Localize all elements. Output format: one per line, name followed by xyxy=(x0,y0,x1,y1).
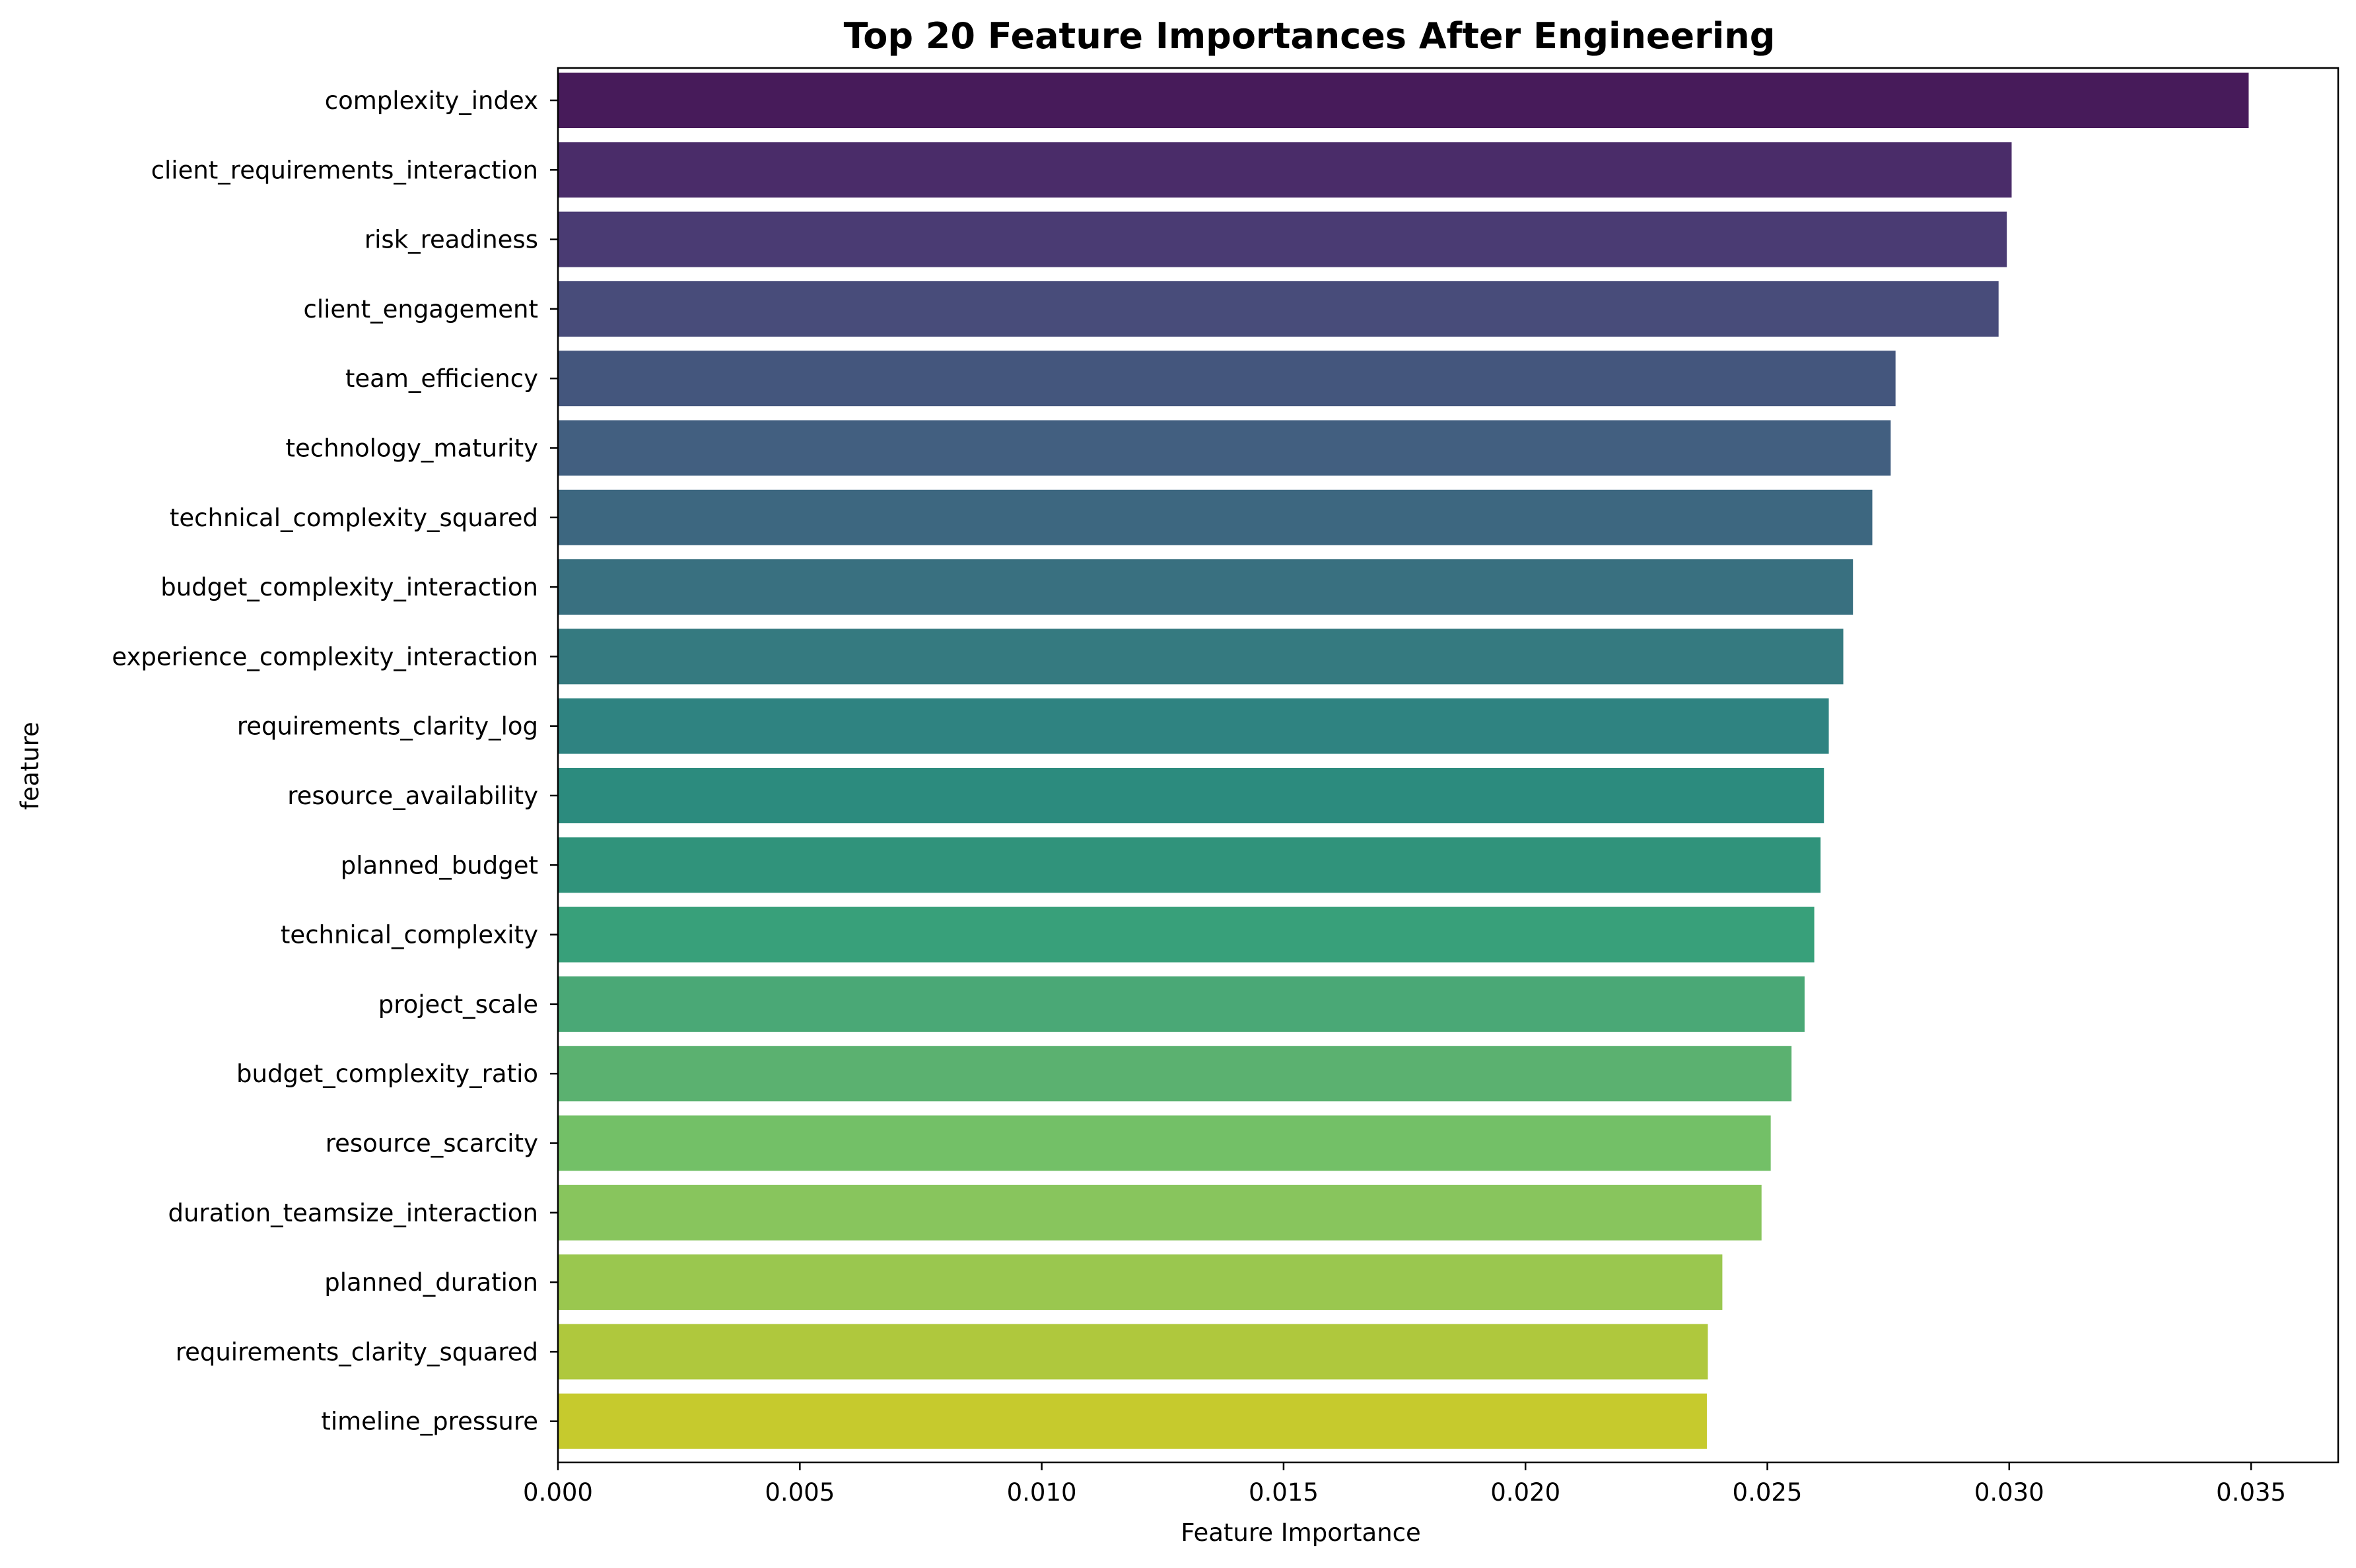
bar-budget_complexity_ratio xyxy=(558,1046,1792,1102)
x-tick-label: 0.015 xyxy=(1249,1478,1319,1507)
plot-frame xyxy=(557,67,2339,1464)
y-tick-label: timeline_pressure xyxy=(321,1408,538,1436)
y-tick-label: client_engagement xyxy=(303,295,538,324)
y-tick-label: resource_availability xyxy=(287,782,538,810)
y-tick-label: technical_complexity xyxy=(281,921,538,949)
bar-planned_budget xyxy=(558,837,1821,893)
bars-layer xyxy=(558,73,2249,1449)
bar-risk_readiness xyxy=(558,211,2007,267)
y-tick-label: technology_maturity xyxy=(285,434,538,463)
y-tick-label: complexity_index xyxy=(325,86,538,115)
bar-technical_complexity xyxy=(558,906,1815,963)
y-tick-label: duration_teamsize_interaction xyxy=(168,1199,538,1227)
bar-client_engagement xyxy=(558,281,1999,337)
bar-requirements_clarity_log xyxy=(558,698,1829,754)
y-tick-label: planned_budget xyxy=(341,851,538,879)
bar-resource_availability xyxy=(558,768,1824,823)
bar-technical_complexity_squared xyxy=(558,489,1873,545)
y-tick-label: budget_complexity_ratio xyxy=(236,1060,538,1088)
y-tick-label: team_efficiency xyxy=(345,364,538,393)
x-tick-label: 0.025 xyxy=(1733,1478,1803,1507)
y-tick-label: resource_scarcity xyxy=(326,1130,538,1158)
y-tick-label: risk_readiness xyxy=(364,226,538,254)
y-tick-label: client_requirements_interaction xyxy=(151,156,538,184)
bar-requirements_clarity_squared xyxy=(558,1324,1708,1380)
y-tick-label: experience_complexity_interaction xyxy=(112,642,538,671)
bar-budget_complexity_interaction xyxy=(558,559,1854,615)
y-tick-label: technical_complexity_squared xyxy=(170,504,538,532)
y-tick-label: planned_duration xyxy=(324,1268,538,1297)
y-tick-label: requirements_clarity_squared xyxy=(176,1338,538,1366)
x-tick-label: 0.010 xyxy=(1007,1478,1077,1507)
x-tick-label: 0.030 xyxy=(1974,1478,2044,1507)
x-tick-label: 0.000 xyxy=(523,1478,593,1507)
bar-planned_duration xyxy=(558,1254,1723,1311)
y-tick-label: project_scale xyxy=(378,990,538,1019)
x-axis-label: Feature Importance xyxy=(1181,1518,1421,1547)
bar-resource_scarcity xyxy=(558,1115,1771,1171)
bar-client_requirements_interaction xyxy=(558,142,2012,198)
bar-experience_complexity_interaction xyxy=(558,629,1844,685)
x-axis-ticks: 0.000 0.005 0.010 0.015 0.020 0.025 0.030 0.035 xyxy=(523,1462,2286,1507)
y-tick-labels: complexity_index client_requirements_inte… xyxy=(112,86,558,1436)
y-tick-label: budget_complexity_interaction xyxy=(160,573,538,601)
bar-team_efficiency xyxy=(558,351,1896,407)
chart-title: Top 20 Feature Importances After Enginee… xyxy=(844,15,1776,57)
bar-complexity_index xyxy=(558,73,2249,128)
bar-technology_maturity xyxy=(558,420,1891,476)
bar-project_scale xyxy=(558,976,1805,1032)
y-tick-label: requirements_clarity_log xyxy=(237,712,538,741)
x-tick-label: 0.005 xyxy=(765,1478,835,1507)
y-axis-label: feature xyxy=(16,722,44,810)
bar-duration_teamsize_interaction xyxy=(558,1184,1762,1241)
bar-timeline_pressure xyxy=(558,1393,1707,1449)
x-tick-label: 0.020 xyxy=(1490,1478,1560,1507)
x-tick-label: 0.035 xyxy=(2216,1478,2286,1507)
